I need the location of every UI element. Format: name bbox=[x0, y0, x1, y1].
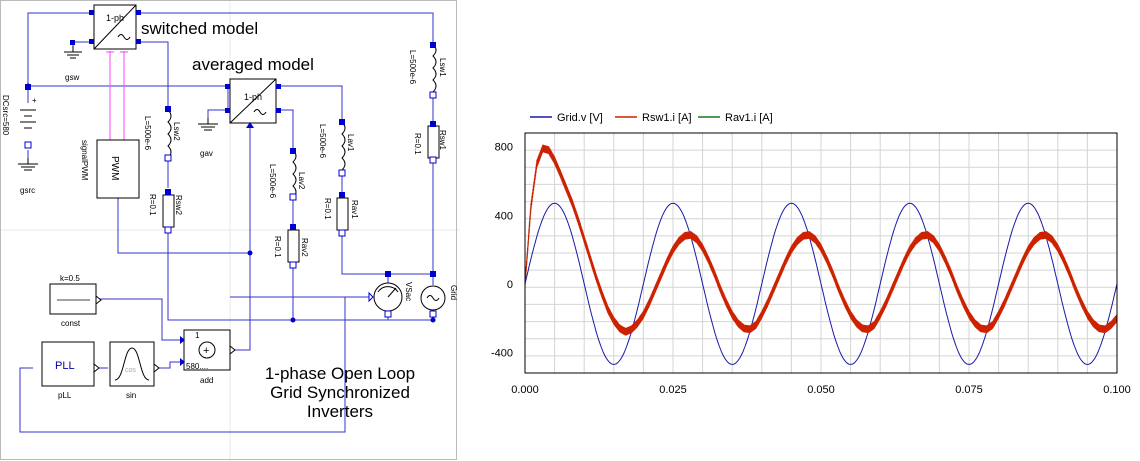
gsw-label: gsw bbox=[65, 73, 79, 82]
ground-gsw bbox=[64, 46, 82, 59]
switched-model-label: switched model bbox=[141, 19, 258, 38]
wires bbox=[19, 12, 434, 433]
resistor-rsw2[interactable] bbox=[162, 189, 175, 234]
dc-source-label: DCsrc=580 bbox=[1, 95, 10, 136]
add-name: add bbox=[200, 376, 213, 385]
legend-label: Rsw1.i [A] bbox=[642, 112, 692, 124]
legend-label: Grid.v [V] bbox=[557, 112, 603, 124]
const-param: k=0.5 bbox=[60, 274, 80, 283]
y-tick-label: 0 bbox=[507, 279, 513, 291]
lsw1-name: Lsw1 bbox=[438, 58, 447, 77]
inductor-lsw2[interactable] bbox=[164, 106, 172, 162]
circuit-diagram-pane: 1-ph switched model 1-ph averaged model … bbox=[0, 0, 460, 461]
ac-wave-icon bbox=[253, 109, 267, 115]
gav-label: gav bbox=[200, 149, 213, 158]
rav1-param: R=0.1 bbox=[323, 198, 332, 220]
lav2-param: L=500e-6 bbox=[268, 164, 277, 199]
diagram-title-line-1: 1-phase Open Loop bbox=[265, 364, 415, 383]
x-tick-label: 0.100 bbox=[1103, 384, 1131, 396]
sin-name: sin bbox=[126, 391, 136, 400]
lav1-param: L=500e-6 bbox=[318, 124, 327, 159]
pll-name: pLL bbox=[58, 391, 72, 400]
lsw2-param: L=500e-6 bbox=[143, 116, 152, 151]
pwm-signal-label: signalPWM bbox=[80, 140, 89, 181]
add-block[interactable]: + bbox=[180, 329, 236, 371]
inductor-lsw1[interactable] bbox=[429, 42, 437, 99]
y-tick-label: -400 bbox=[491, 347, 513, 359]
resistor-rsw1[interactable] bbox=[427, 121, 440, 164]
inductor-lav1[interactable] bbox=[338, 119, 346, 177]
inductor-lav2[interactable] bbox=[289, 148, 297, 201]
y-tick-label: 400 bbox=[495, 210, 513, 222]
x-tick-label: 0.050 bbox=[807, 384, 835, 396]
x-tick-label: 0.000 bbox=[511, 384, 539, 396]
lsw2-name: Lsw2 bbox=[172, 122, 181, 141]
lsw1-param: L=500e-6 bbox=[408, 50, 417, 85]
ground-gsrc bbox=[18, 158, 38, 171]
pwm-label: PWM bbox=[109, 156, 120, 180]
rsw1-param: R=0.1 bbox=[413, 133, 422, 155]
x-tick-label: 0.025 bbox=[659, 384, 687, 396]
simulation-plot[interactable]: Grid.v [V] Rsw1.i [A] Rav1.i [A] 800 400 0 -4… bbox=[460, 0, 1140, 461]
series-line-1 bbox=[524, 144, 1118, 336]
voltage-sensor-vsac[interactable] bbox=[368, 271, 403, 318]
diagram-title-line-3: Inverters bbox=[307, 402, 373, 421]
rav2-name: Rav2 bbox=[300, 238, 309, 257]
lav1-name: Lav1 bbox=[346, 134, 355, 152]
averaged-inverter-label: 1-ph bbox=[244, 92, 262, 102]
plot-series bbox=[524, 144, 1118, 365]
bell-curve-icon bbox=[114, 347, 150, 381]
averaged-model-label: averaged model bbox=[192, 55, 314, 74]
rav2-param: R=0.1 bbox=[273, 236, 282, 258]
diagram-title-line-2: Grid Synchronized bbox=[270, 383, 410, 402]
pll-block[interactable]: PLL bbox=[41, 341, 100, 387]
add-gain2: 580.... bbox=[186, 362, 208, 371]
x-tick-labels: 0.000 0.025 0.050 0.075 0.100 bbox=[511, 384, 1131, 396]
grid-label: Grid bbox=[449, 285, 458, 300]
resistor-rav1[interactable] bbox=[336, 192, 349, 237]
y-tick-label: 800 bbox=[495, 142, 513, 154]
rsw1-name: Rsw1 bbox=[438, 130, 447, 151]
gsrc-label: gsrc bbox=[20, 186, 35, 195]
series-line-0 bbox=[524, 202, 1118, 365]
svg-text:+: + bbox=[203, 345, 209, 357]
const-block[interactable] bbox=[49, 283, 102, 315]
add-gain1: 1 bbox=[195, 331, 200, 340]
svg-text:+: + bbox=[32, 96, 37, 105]
rav1-name: Rav1 bbox=[350, 200, 359, 219]
rsw2-param: R=0.1 bbox=[148, 194, 157, 216]
legend-label: Rav1.i [A] bbox=[725, 112, 773, 124]
const-name: const bbox=[61, 319, 81, 328]
circuit-diagram: 1-ph switched model 1-ph averaged model … bbox=[0, 0, 460, 461]
pwm-signal-wires bbox=[106, 51, 128, 140]
averaged-inverter-block[interactable]: 1-ph bbox=[225, 78, 281, 128]
x-tick-label: 0.075 bbox=[955, 384, 983, 396]
pll-label: PLL bbox=[55, 360, 75, 372]
sin-inner-label: cos bbox=[125, 367, 136, 374]
resistor-rav2[interactable] bbox=[287, 224, 300, 269]
vsac-label: VSac bbox=[404, 282, 413, 301]
simulation-plot-pane: Grid.v [V] Rsw1.i [A] Rav1.i [A] 800 400 0 -4… bbox=[460, 0, 1140, 461]
ground-gav bbox=[198, 118, 218, 131]
plot-legend: Grid.v [V] Rsw1.i [A] Rav1.i [A] bbox=[530, 112, 773, 124]
switched-inverter-block[interactable]: 1-ph bbox=[89, 4, 141, 50]
sin-block[interactable]: cos bbox=[109, 341, 160, 387]
switched-inverter-label: 1-ph bbox=[106, 13, 124, 23]
ac-wave-icon bbox=[117, 34, 131, 40]
lav2-name: Lav2 bbox=[297, 172, 306, 190]
rsw2-name: Rsw2 bbox=[174, 195, 183, 216]
pwm-block[interactable]: PWM bbox=[96, 139, 140, 199]
y-tick-labels: 800 400 0 -400 bbox=[491, 142, 513, 360]
plot-frame bbox=[524, 132, 1118, 374]
